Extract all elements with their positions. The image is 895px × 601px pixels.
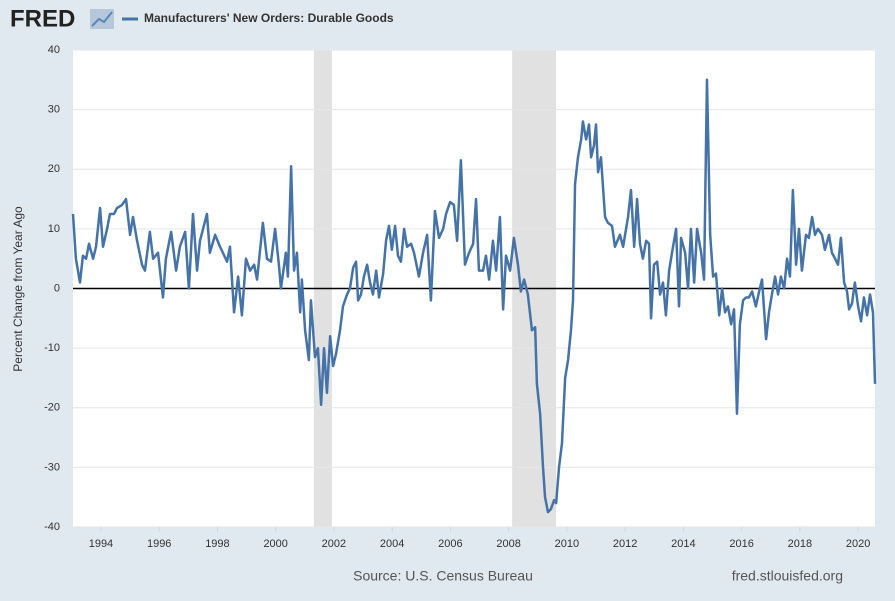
- x-tick-label: 1996: [147, 538, 171, 550]
- site-link[interactable]: fred.stlouisfed.org: [732, 568, 843, 584]
- x-tick-label: 2020: [846, 538, 870, 550]
- y-tick-label: 20: [48, 163, 60, 175]
- y-tick-label: -30: [44, 461, 60, 473]
- legend-label: Manufacturers' New Orders: Durable Goods: [144, 11, 394, 25]
- x-tick-label: 1998: [205, 538, 229, 550]
- x-tick-label: 2000: [263, 538, 287, 550]
- data-line: [71, 78, 877, 514]
- x-tick-label: 2008: [496, 538, 520, 550]
- x-tick-label: 2016: [729, 538, 753, 550]
- y-tick-label: 0: [54, 282, 60, 294]
- x-tick-label: 2002: [322, 538, 346, 550]
- y-tick-label: 30: [48, 104, 60, 116]
- y-tick-label: -40: [44, 521, 60, 533]
- y-tick-label: 40: [48, 44, 60, 56]
- y-tick-label: -10: [44, 342, 60, 354]
- y-tick-label: 10: [48, 223, 60, 235]
- x-tick-label: 2006: [438, 538, 462, 550]
- logo: FRED: [10, 5, 75, 32]
- x-tick-label: 2014: [671, 538, 695, 550]
- y-tick-label: -20: [44, 402, 60, 414]
- source: Source: U.S. Census Bureau: [353, 568, 533, 584]
- x-tick-label: 2012: [613, 538, 637, 550]
- y-axis-label: Percent Change from Year Ago: [11, 206, 25, 372]
- logo-icon: [90, 9, 114, 29]
- x-tick-label: 1994: [89, 538, 113, 550]
- x-tick-label: 2010: [555, 538, 579, 550]
- x-tick-label: 2004: [380, 538, 404, 550]
- x-tick-label: 2018: [788, 538, 812, 550]
